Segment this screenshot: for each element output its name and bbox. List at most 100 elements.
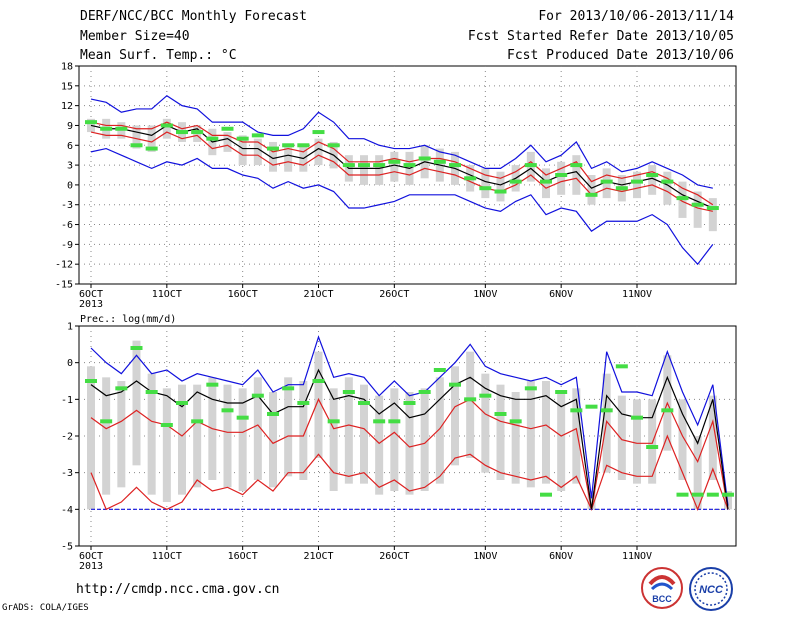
panel-1-box bbox=[284, 377, 293, 477]
member-size: Member Size=40 bbox=[80, 29, 190, 44]
panel-0-median-marker bbox=[206, 136, 219, 141]
panel-0-median-marker bbox=[342, 163, 355, 168]
panel-0-median-marker bbox=[418, 156, 431, 161]
panel-0-box bbox=[269, 141, 277, 172]
panel-1-median-marker bbox=[433, 368, 446, 372]
panel-1-median-marker bbox=[130, 346, 143, 350]
panel-1-ytick-label: -2 bbox=[61, 432, 73, 443]
panel-0-box bbox=[496, 171, 505, 202]
panel-0-ytick-label: -9 bbox=[61, 240, 73, 251]
panel-1-median-marker bbox=[540, 492, 552, 497]
panel-1-box bbox=[587, 491, 596, 510]
panel-0-box bbox=[693, 191, 702, 228]
panel-1-box bbox=[451, 366, 459, 466]
panel-0-median-marker bbox=[358, 163, 370, 168]
panel-1-median-marker bbox=[327, 419, 340, 424]
bcc-logo: BCC bbox=[641, 567, 683, 609]
panel-1-median-marker bbox=[646, 445, 659, 449]
source-url[interactable]: http://cmdp.ncc.cma.gov.cn bbox=[76, 582, 280, 597]
panel-1-box bbox=[724, 491, 732, 510]
panel-1-box bbox=[633, 399, 641, 484]
panel-0-median-marker bbox=[267, 146, 279, 151]
panel-0-min-line bbox=[90, 147, 714, 266]
panel-1-box bbox=[329, 388, 338, 491]
panel-1-box bbox=[314, 351, 323, 458]
panel-0-ytick-label: 9 bbox=[67, 121, 73, 132]
panel-0-upper-band-line bbox=[90, 121, 714, 206]
panel-1-box bbox=[678, 399, 687, 480]
panel-0-ytick-label: 12 bbox=[61, 101, 73, 112]
panel-0-median-marker bbox=[297, 143, 310, 148]
panel-0-median-marker bbox=[160, 123, 173, 128]
panel-0-median-marker bbox=[388, 159, 401, 164]
panel-1-xtick-label: 6OCT bbox=[79, 551, 103, 562]
panel-1-box bbox=[511, 392, 520, 484]
panel-0-median-marker bbox=[449, 163, 461, 168]
panel-0-median-marker bbox=[479, 186, 492, 191]
panel-1-box bbox=[375, 395, 384, 495]
panel-1-median-marker bbox=[221, 408, 234, 413]
panel-1-xtick-label: 1NOV bbox=[473, 551, 497, 562]
panel-0-xtick-label: 11NOV bbox=[622, 289, 652, 300]
panel-0-median-marker bbox=[631, 179, 643, 184]
panel-0-median-marker bbox=[115, 126, 128, 131]
panel-1-box bbox=[526, 381, 535, 488]
panel-0-median-marker bbox=[221, 126, 234, 131]
panel-1-box bbox=[117, 381, 126, 488]
panel-0-box bbox=[147, 125, 156, 152]
temp-variable-label: Mean Surf. Temp.: °C bbox=[80, 48, 237, 63]
panel-1-ytick-label: 1 bbox=[67, 322, 73, 333]
panel-1-median-marker bbox=[85, 379, 97, 383]
panel-1-box bbox=[344, 377, 353, 484]
panel-1-median-marker bbox=[342, 390, 355, 394]
panel-1-xtick-label: 16OCT bbox=[228, 551, 258, 562]
panel-1-box bbox=[390, 388, 399, 491]
panel-1-median-marker bbox=[615, 364, 628, 369]
panel-1-median-marker bbox=[631, 415, 643, 420]
panel-1-median-marker bbox=[524, 386, 537, 391]
panel-1-box bbox=[102, 377, 111, 495]
panel-0-median-marker bbox=[282, 143, 295, 148]
panel-0-median-marker bbox=[251, 133, 264, 138]
panel-0-median-marker bbox=[676, 196, 689, 201]
panel-1-box bbox=[269, 392, 277, 488]
panel-0-median-marker bbox=[312, 130, 325, 135]
panel-0-median-marker bbox=[661, 179, 674, 184]
panel-1-box bbox=[496, 384, 505, 480]
panel-1-median-marker bbox=[206, 382, 219, 387]
panel-0-ytick-label: 6 bbox=[67, 141, 73, 152]
panel-1-box bbox=[87, 366, 95, 510]
panel-1-median-marker bbox=[312, 379, 325, 383]
panel-1-median-marker bbox=[600, 408, 613, 413]
panel-1-median-marker bbox=[282, 386, 295, 391]
panel-1-xtick-label: 21OCT bbox=[303, 551, 333, 562]
panel-0-ytick-label: -3 bbox=[61, 200, 73, 211]
panel-1-median-marker bbox=[373, 419, 386, 424]
panel-0-box bbox=[663, 171, 672, 205]
panel-0-median-marker bbox=[145, 146, 158, 151]
panel-0-median-marker bbox=[615, 186, 628, 191]
panel-0-ytick-label: 18 bbox=[61, 62, 73, 73]
panel-1-median-marker bbox=[418, 390, 431, 394]
panel-0-xtick-label: 26OCT bbox=[379, 289, 409, 300]
panel-1-median-marker bbox=[509, 419, 522, 424]
panel-0-xtick-label: 1NOV bbox=[473, 289, 497, 300]
panel-1-xtick-label: 11NOV bbox=[622, 551, 652, 562]
chart-title: DERF/NCC/BCC Monthly Forecast bbox=[80, 9, 307, 24]
panel-0-median-marker bbox=[85, 120, 97, 125]
panel-0-median-marker bbox=[706, 206, 719, 211]
panel-1-ytick-label: -3 bbox=[61, 468, 73, 479]
panel-1-xtick-label: 11OCT bbox=[152, 551, 182, 562]
panel-0-box bbox=[162, 118, 171, 139]
panel-1-median-marker bbox=[555, 390, 568, 394]
panel-0-box bbox=[223, 132, 232, 152]
panel-1-box bbox=[223, 384, 232, 488]
panel-1-box bbox=[193, 384, 202, 488]
panel-1-median-marker bbox=[449, 382, 461, 387]
panel-0-frame bbox=[78, 65, 737, 285]
ncc-logo-text: NCC bbox=[699, 584, 724, 596]
panel-0-xtick-label: 11OCT bbox=[152, 289, 182, 300]
panel-0-box bbox=[314, 138, 323, 166]
panel-1-box bbox=[693, 436, 702, 510]
panel-1-lower-band-line bbox=[90, 434, 729, 511]
